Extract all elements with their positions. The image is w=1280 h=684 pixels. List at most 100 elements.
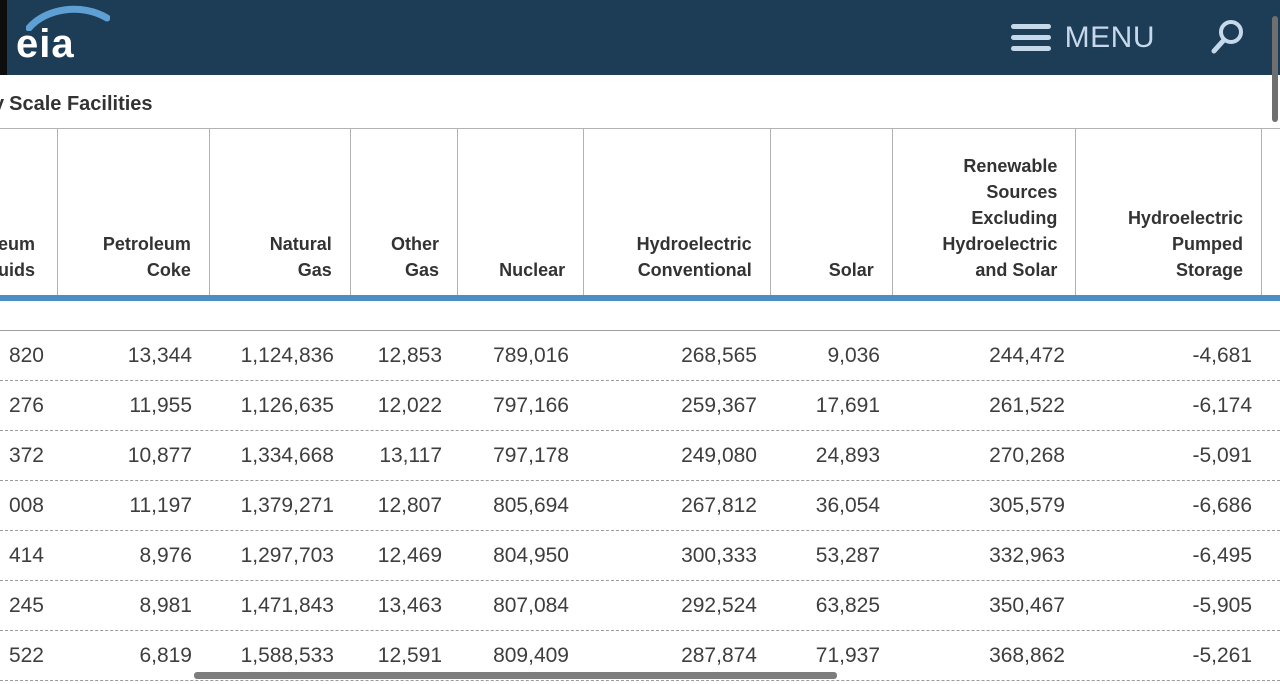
cell-petroleum-liquids-partial: 245 [8, 593, 44, 617]
cell-petroleum-coke: 8,976 [139, 543, 192, 567]
cell-hydroelectric-conventional: 292,524 [681, 593, 757, 617]
cell-natural-gas: 1,588,533 [240, 643, 334, 667]
cell-other-gas: 12,469 [377, 543, 442, 567]
column-header-next-partial [1261, 129, 1280, 295]
cell-solar: 36,054 [815, 493, 880, 517]
eia-logo-text: eia [16, 22, 75, 66]
cell-nuclear: 804,950 [493, 543, 569, 567]
table-row: 414 8,976 1,297,703 12,469 804,950 300,333 53,… [0, 531, 1280, 581]
cell-hydroelectric-conventional: 249,080 [681, 443, 757, 467]
table-row: 372 10,877 1,334,668 13,117 797,178 249,080 24… [0, 431, 1280, 481]
cell-petroleum-coke: 6,819 [139, 643, 192, 667]
title-strip: yScale Facilities [0, 75, 1280, 128]
cell-nuclear: 797,166 [493, 393, 569, 417]
cell-other-gas: 12,807 [377, 493, 442, 517]
cell-other-gas: 12,591 [377, 643, 442, 667]
column-header-solar: Solar [769, 129, 892, 295]
hamburger-icon [1010, 24, 1051, 51]
data-table: eum uids Petroleum Coke Natural Gas Othe… [0, 128, 1280, 681]
cell-petroleum-coke: 8,981 [139, 593, 192, 617]
cell-hydroelectric-pumped-storage: -6,686 [1192, 493, 1252, 517]
search-button[interactable] [1208, 19, 1246, 57]
cell-hydroelectric-pumped-storage: -5,091 [1192, 443, 1252, 467]
cell-petroleum-coke: 11,955 [129, 393, 192, 417]
cell-petroleum-liquids-partial: 820 [8, 343, 44, 367]
cell-hydroelectric-pumped-storage: -6,174 [1192, 393, 1252, 417]
cell-hydroelectric-conventional: 287,874 [681, 643, 757, 667]
header-gap [0, 301, 1280, 330]
cell-nuclear: 805,694 [493, 493, 569, 517]
horizontal-scrollbar-thumb[interactable] [194, 672, 837, 679]
cell-petroleum-liquids-partial: 372 [8, 443, 44, 467]
table-row: 276 11,955 1,126,635 12,022 797,166 259,367 17… [0, 381, 1280, 431]
cell-renewable-excluding-hydro-solar: 270,268 [989, 443, 1065, 467]
table-body: 820 13,344 1,124,836 12,853 789,016 268,565 9,… [0, 330, 1280, 681]
cell-natural-gas: 1,379,271 [240, 493, 334, 517]
cell-hydroelectric-pumped-storage: -5,261 [1192, 643, 1252, 667]
cell-solar: 9,036 [827, 343, 880, 367]
cell-natural-gas: 1,126,635 [240, 393, 334, 417]
table-row: 008 11,197 1,379,271 12,807 805,694 267,812 36… [0, 481, 1280, 531]
eia-logo-swoosh-icon [26, 5, 110, 31]
column-header-petroleum-coke: Petroleum Coke [57, 129, 209, 295]
cell-petroleum-liquids-partial: 276 [8, 393, 44, 417]
page-title: yScale Facilities [0, 75, 1280, 116]
cell-solar: 24,893 [815, 443, 880, 467]
column-header-hydroelectric-pumped-storage: Hydroelectric Pumped Storage [1075, 129, 1261, 295]
cell-renewable-excluding-hydro-solar: 244,472 [989, 343, 1065, 367]
column-header-hydroelectric-conventional: Hydroelectric Conventional [583, 129, 770, 295]
cell-nuclear: 809,409 [493, 643, 569, 667]
table-header-row: eum uids Petroleum Coke Natural Gas Othe… [0, 128, 1280, 295]
page-title-cut-prefix: y [0, 93, 4, 115]
cell-other-gas: 13,117 [379, 443, 442, 467]
cell-other-gas: 12,853 [377, 343, 442, 367]
cell-solar: 17,691 [815, 393, 880, 417]
cell-solar: 63,825 [815, 593, 880, 617]
cell-petroleum-liquids-partial: 522 [8, 643, 44, 667]
column-header-nuclear: Nuclear [457, 129, 583, 295]
page-title-text: Scale Facilities [9, 93, 153, 115]
cell-petroleum-liquids-partial: 414 [8, 543, 44, 567]
header-accent-line [0, 295, 1280, 301]
cell-renewable-excluding-hydro-solar: 261,522 [989, 393, 1065, 417]
site-header: eia MENU [0, 0, 1280, 75]
column-header-other-gas: Other Gas [349, 129, 457, 295]
cell-petroleum-coke: 11,197 [129, 493, 192, 517]
cell-other-gas: 13,463 [377, 593, 442, 617]
column-header-renewable-excluding-hydro-solar: Renewable Sources Excluding Hydroelectri… [891, 129, 1076, 295]
cell-other-gas: 12,022 [377, 393, 442, 417]
cell-renewable-excluding-hydro-solar: 350,467 [989, 593, 1065, 617]
search-icon [1211, 20, 1243, 54]
cell-renewable-excluding-hydro-solar: 305,579 [989, 493, 1065, 517]
column-header-petroleum-liquids-partial: eum uids [0, 233, 35, 280]
eia-logo[interactable]: eia [14, 4, 110, 72]
vertical-scrollbar-thumb[interactable] [1272, 16, 1278, 122]
cell-natural-gas: 1,124,836 [240, 343, 334, 367]
cell-petroleum-liquids-partial: 008 [8, 493, 44, 517]
cell-renewable-excluding-hydro-solar: 368,862 [989, 643, 1065, 667]
cell-nuclear: 797,178 [493, 443, 569, 467]
cell-renewable-excluding-hydro-solar: 332,963 [989, 543, 1065, 567]
cell-hydroelectric-pumped-storage: -5,905 [1192, 593, 1252, 617]
cell-hydroelectric-conventional: 268,565 [681, 343, 757, 367]
cell-natural-gas: 1,471,843 [240, 593, 334, 617]
cell-natural-gas: 1,334,668 [240, 443, 334, 467]
cell-hydroelectric-conventional: 259,367 [681, 393, 757, 417]
cell-solar: 53,287 [815, 543, 880, 567]
cell-solar: 71,937 [815, 643, 880, 667]
table-row: 522 6,819 1,588,533 12,591 809,409 287,874 71,… [0, 631, 1280, 681]
column-header-natural-gas: Natural Gas [208, 129, 350, 295]
table-row: 820 13,344 1,124,836 12,853 789,016 268,565 9,… [0, 331, 1280, 381]
menu-button[interactable]: MENU [1010, 0, 1155, 75]
cell-hydroelectric-conventional: 300,333 [681, 543, 757, 567]
cell-nuclear: 807,084 [493, 593, 569, 617]
cell-petroleum-coke: 10,877 [127, 443, 192, 467]
left-edge-strip [0, 0, 7, 75]
cell-nuclear: 789,016 [493, 343, 569, 367]
menu-label: MENU [1064, 20, 1155, 54]
cell-hydroelectric-pumped-storage: -4,681 [1192, 343, 1252, 367]
cell-petroleum-coke: 13,344 [127, 343, 192, 367]
cell-hydroelectric-conventional: 267,812 [681, 493, 757, 517]
cell-natural-gas: 1,297,703 [240, 543, 334, 567]
